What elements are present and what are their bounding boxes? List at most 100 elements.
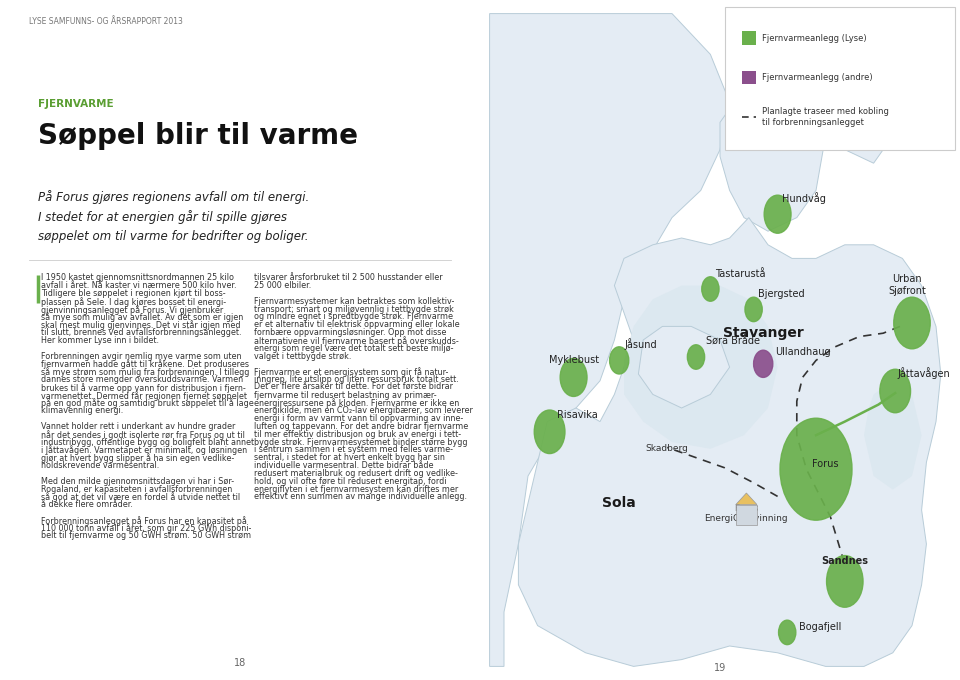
Text: plassen på Sele. I dag kjøres bosset til energi-: plassen på Sele. I dag kjøres bosset til… — [40, 296, 226, 307]
Polygon shape — [624, 286, 778, 449]
Text: dannes store mengder overskuddsvarme. Varmen: dannes store mengder overskuddsvarme. Va… — [40, 375, 243, 384]
Text: Jåsund: Jåsund — [624, 338, 657, 350]
Circle shape — [702, 277, 719, 301]
Text: Sola: Sola — [602, 496, 636, 510]
Text: industribygg, offentlige bygg og boligfelt blant annet: industribygg, offentlige bygg og boligfe… — [40, 438, 254, 447]
Circle shape — [534, 410, 564, 454]
Text: og mindre egnet i spredtbygde strøk. Fjernvarme: og mindre egnet i spredtbygde strøk. Fje… — [254, 313, 453, 322]
Text: Tidligere ble søppelet i regionen kjørt til boss-: Tidligere ble søppelet i regionen kjørt … — [40, 289, 226, 298]
Text: Myklebust: Myklebust — [548, 355, 599, 365]
Text: Skadberg: Skadberg — [646, 444, 688, 454]
Text: redusert materialbruk og redusert drift og vedlike-: redusert materialbruk og redusert drift … — [254, 469, 458, 478]
Text: på en god måte og samtidig brukt søppelet til å lage: på en god måte og samtidig brukt søppele… — [40, 398, 253, 409]
Text: energiressursene på kloden. Fjernvarme er ikke en: energiressursene på kloden. Fjernvarme e… — [254, 398, 460, 409]
Text: Med den milde gjennomsnittsdagen vi har i Sør-: Med den milde gjennomsnittsdagen vi har … — [40, 477, 234, 486]
Text: 25 000 elbiler.: 25 000 elbiler. — [254, 282, 312, 290]
Circle shape — [779, 620, 796, 645]
Text: Her kommer Lyse inn i bildet.: Her kommer Lyse inn i bildet. — [40, 336, 158, 345]
Text: til slutt, brennes ved avfallsforbrenningsanlegget.: til slutt, brennes ved avfallsforbrennin… — [40, 328, 241, 337]
Circle shape — [827, 556, 863, 607]
Text: fjernvarme til redusert belastning av primær-: fjernvarme til redusert belastning av pr… — [254, 390, 437, 400]
Circle shape — [745, 297, 762, 322]
Text: tilsvarer årsforbruket til 2 500 husstander eller: tilsvarer årsforbruket til 2 500 husstan… — [254, 273, 443, 282]
Text: sentral, i stedet for at hvert enkelt bygg har sin: sentral, i stedet for at hvert enkelt by… — [254, 454, 445, 462]
Text: transport; smart og miljøvennlig i tettbygde strøk: transport; smart og miljøvennlig i tettb… — [254, 305, 454, 313]
Circle shape — [780, 418, 852, 520]
Text: Forbrenningsanlegget på Forus har en kapasitet på: Forbrenningsanlegget på Forus har en kap… — [40, 515, 247, 526]
Text: Risavika: Risavika — [557, 409, 597, 420]
Circle shape — [879, 369, 910, 413]
Text: når det sendes i godt isolerte rør fra Forus og ut til: når det sendes i godt isolerte rør fra F… — [40, 430, 245, 440]
Text: belt til fjernvarme og 50 GWH strøm. 50 GWH strøm: belt til fjernvarme og 50 GWH strøm. 50 … — [40, 532, 251, 541]
Text: alternativene vil fjernvarme basert på overskudds-: alternativene vil fjernvarme basert på o… — [254, 336, 459, 346]
Polygon shape — [736, 493, 756, 505]
Bar — [741, 31, 756, 45]
Text: til mer effektiv distribusjon og bruk av energi i tett-: til mer effektiv distribusjon og bruk av… — [254, 430, 462, 439]
Text: Forbrenningen avgir nemlig mye varme som uten: Forbrenningen avgir nemlig mye varme som… — [40, 352, 241, 360]
Text: LYSE SAMFUNNS- OG ÅRSRAPPORT 2013: LYSE SAMFUNNS- OG ÅRSRAPPORT 2013 — [29, 17, 182, 26]
Text: Bogafjell: Bogafjell — [799, 622, 842, 632]
Polygon shape — [864, 381, 922, 490]
Text: Planlagte traseer med kobling
til forbrenningsanlegget: Planlagte traseer med kobling til forbre… — [762, 107, 889, 127]
Text: varmenettet. Dermed får regionen fjernet søppelet: varmenettet. Dermed får regionen fjernet… — [40, 390, 247, 401]
Text: Fjernvarmeanlegg (Lyse): Fjernvarmeanlegg (Lyse) — [762, 33, 867, 43]
Text: Urban
Sjøfront: Urban Sjøfront — [888, 274, 926, 296]
Polygon shape — [830, 41, 902, 163]
Text: Fjernvarmesystemer kan betraktes som kollektiv-: Fjernvarmesystemer kan betraktes som kol… — [254, 296, 455, 306]
Text: Det er flere årsaker til dette. For det første bidrar: Det er flere årsaker til dette. For det … — [254, 383, 453, 392]
Text: Søra Bråde: Søra Bråde — [706, 337, 759, 347]
Text: Fjernvarmeanlegg (andre): Fjernvarmeanlegg (andre) — [762, 73, 873, 82]
Text: 18: 18 — [234, 658, 246, 668]
Text: Tastarustå: Tastarustå — [715, 269, 766, 279]
Polygon shape — [490, 14, 730, 666]
Polygon shape — [720, 68, 826, 231]
Text: Søppel blir til varme: Søppel blir til varme — [38, 122, 358, 150]
Text: fjernvarmen hadde gått til kråkene. Det produseres: fjernvarmen hadde gått til kråkene. Det … — [40, 359, 249, 369]
Circle shape — [764, 195, 791, 233]
Text: gjør at hvert bygg slipper å ha sin egen vedlike-: gjør at hvert bygg slipper å ha sin egen… — [40, 454, 234, 463]
Text: hold, og vil ofte føre til redusert energitap, fordi: hold, og vil ofte føre til redusert ener… — [254, 477, 447, 486]
Text: så mye strøm som mulig fra forbrenningen. I tillegg: så mye strøm som mulig fra forbrenningen… — [40, 367, 250, 377]
Text: avfall i året. Nå kaster vi nærmere 500 kilo hver.: avfall i året. Nå kaster vi nærmere 500 … — [40, 282, 236, 290]
Text: effektivt enn summen av mange individuelle anlegg.: effektivt enn summen av mange individuel… — [254, 492, 468, 501]
Text: Hundvåg: Hundvåg — [782, 192, 827, 204]
Text: FJERNVARME: FJERNVARME — [38, 99, 114, 109]
Text: Fjernvarme er et energisystem som gir få natur-: Fjernvarme er et energisystem som gir få… — [254, 367, 448, 377]
Text: Ullandhaug: Ullandhaug — [776, 347, 830, 357]
Text: i sentrum sammen i et system med felles varme-: i sentrum sammen i et system med felles … — [254, 445, 453, 454]
Text: Jåttavågen: Jåttavågen — [898, 367, 950, 379]
Polygon shape — [638, 326, 730, 408]
Circle shape — [610, 347, 629, 374]
FancyBboxPatch shape — [736, 505, 756, 525]
Text: 19: 19 — [714, 663, 726, 673]
Text: inngrep, lite utslipp og liten ressursbruk totalt sett.: inngrep, lite utslipp og liten ressursbr… — [254, 375, 459, 384]
Text: er et alternativ til elektrisk oppvarming eller lokale: er et alternativ til elektrisk oppvarmin… — [254, 320, 460, 329]
Text: individuelle varmesentral. Dette bidrar både: individuelle varmesentral. Dette bidrar … — [254, 461, 434, 470]
Text: I 1950 kastet gjennomsnittsnordmannen 25 kilo: I 1950 kastet gjennomsnittsnordmannen 25… — [40, 273, 234, 282]
Text: klimavennlig energi.: klimavennlig energi. — [40, 407, 123, 415]
Text: energi i form av varmt vann til oppvarming av inne-: energi i form av varmt vann til oppvarmi… — [254, 414, 464, 423]
Text: bygde strøk. Fjernvarmesystemet binder større bygg: bygde strøk. Fjernvarmesystemet binder s… — [254, 438, 468, 447]
Polygon shape — [518, 218, 941, 666]
Text: Rogaland, er kapasiteten i avfallsforbrenningen: Rogaland, er kapasiteten i avfallsforbre… — [40, 484, 232, 494]
Text: Stavanger: Stavanger — [723, 326, 804, 340]
Text: så god at det vil være en fordel å utvide nettet til: så god at det vil være en fordel å utvid… — [40, 492, 240, 503]
Text: energiflyten i et fjernvarmesystem kan driftes mer: energiflyten i et fjernvarmesystem kan d… — [254, 484, 459, 494]
Text: Forus
EnergiGjenvinning: Forus EnergiGjenvinning — [705, 503, 788, 524]
FancyBboxPatch shape — [725, 7, 955, 150]
Text: gjenvinningsanlegget på Forus. Vi gjenbruker: gjenvinningsanlegget på Forus. Vi gjenbr… — [40, 305, 223, 315]
Text: brukes til å varme opp vann for distribusjon i fjern-: brukes til å varme opp vann for distribu… — [40, 383, 246, 393]
Bar — [741, 71, 756, 84]
Circle shape — [894, 297, 930, 349]
Text: energikilde, men en CO₂-lav energibærer, som leverer: energikilde, men en CO₂-lav energibærer,… — [254, 407, 473, 415]
Text: holdskrevende varmesentral.: holdskrevende varmesentral. — [40, 461, 159, 470]
Text: 110 000 tonn avfall i året, som gir 225 GWh disponi-: 110 000 tonn avfall i året, som gir 225 … — [40, 524, 252, 534]
Text: På Forus gjøres regionens avfall om til energi.
I stedet for at energien går til: På Forus gjøres regionens avfall om til … — [38, 190, 310, 243]
Text: i Jåttavågen. Varmetapet er minimalt, og løsningen: i Jåttavågen. Varmetapet er minimalt, og… — [40, 445, 247, 456]
Text: å dekke flere områder.: å dekke flere områder. — [40, 500, 132, 509]
Text: skal mest mulig gjenvinnes. Det vi står igjen med: skal mest mulig gjenvinnes. Det vi står … — [40, 320, 240, 330]
Text: energi som regel være det totalt sett beste miljø-: energi som regel være det totalt sett be… — [254, 344, 454, 353]
Text: luften og tappevann. For det andre bidrar fjernvarme: luften og tappevann. For det andre bidra… — [254, 422, 468, 431]
Circle shape — [687, 345, 705, 369]
Text: så mye som mulig av avfallet. Av det som er igjen: så mye som mulig av avfallet. Av det som… — [40, 313, 243, 322]
